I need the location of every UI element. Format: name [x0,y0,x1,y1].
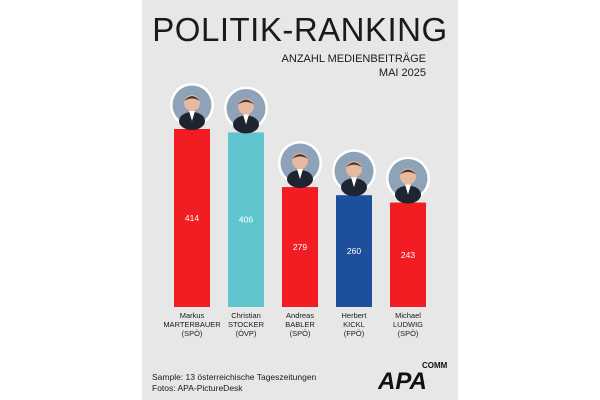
bar-chart: 414MarkusMARTERBAUER(SPÖ)406ChristianSTO… [163,83,430,338]
category-label-5-line-2: LUDWIG [393,320,423,329]
category-label-2-line-1: Christian [231,311,261,320]
avatar-2 [224,86,268,134]
category-label-4-line-1: Herbert [341,311,367,320]
category-label-4-line-2: KICKL [343,320,365,329]
subtitle-line-1: ANZAHL MEDIENBEITRÄGE [281,53,426,65]
subtitle-line-2: MAI 2025 [378,67,426,79]
category-label-5-line-1: Michael [395,311,421,320]
value-label-1: 414 [185,213,199,223]
category-label-3-line-3: (SPÖ) [290,329,311,338]
category-label-1-line-3: (SPÖ) [182,329,203,338]
chart-title: POLITIK-RANKING [152,11,448,48]
category-label-2-line-3: (ÖVP) [236,329,257,338]
category-label-1-line-1: Markus [180,311,205,320]
apa-comm-logo: COMM APA [378,361,448,393]
category-label-2-line-2: STOCKER [228,320,265,329]
avatar-hair-2 [238,99,254,105]
avatar-4 [332,149,376,197]
avatar-3 [278,141,322,189]
avatar-hair-4 [346,162,362,168]
bar-2 [228,132,264,307]
avatar-shirt-2 [243,114,249,125]
bar-5 [390,202,426,307]
avatar-shirt-5 [405,184,411,195]
footer-sample: Sample: 13 österreichische Tageszeitunge… [152,372,317,382]
logo-main: APA [378,368,427,393]
avatar-hair-3 [292,154,308,160]
category-label-4-line-3: (FPÖ) [344,329,365,338]
avatar-hair-1 [184,96,200,101]
bar-4 [336,195,372,307]
category-label-1-line-2: MARTERBAUER [163,320,221,329]
value-label-3: 279 [293,242,307,252]
value-label-5: 243 [401,250,415,260]
avatar-shirt-1 [189,111,195,121]
avatar-5 [386,156,430,204]
avatar-1 [170,83,214,130]
chart-subtitle: ANZAHL MEDIENBEITRÄGE MAI 2025 [282,52,426,80]
value-label-4: 260 [347,246,361,256]
footer-photos: Fotos: APA-PictureDesk [152,383,243,393]
avatar-shirt-3 [297,169,303,180]
value-label-2: 406 [239,215,253,225]
logo-sup: COMM [422,361,448,370]
category-label-5-line-3: (SPÖ) [398,329,419,338]
chart-footer: Sample: 13 österreichische Tageszeitunge… [152,372,316,394]
bar-3 [282,187,318,307]
avatar-shirt-4 [351,177,357,188]
category-label-3-line-1: Andreas [286,311,314,320]
bar-1 [174,129,210,307]
category-label-3-line-2: BABLER [285,320,315,329]
infographic-card: POLITIK-RANKING ANZAHL MEDIENBEITRÄGE MA… [142,0,458,400]
avatar-hair-5 [400,169,416,175]
